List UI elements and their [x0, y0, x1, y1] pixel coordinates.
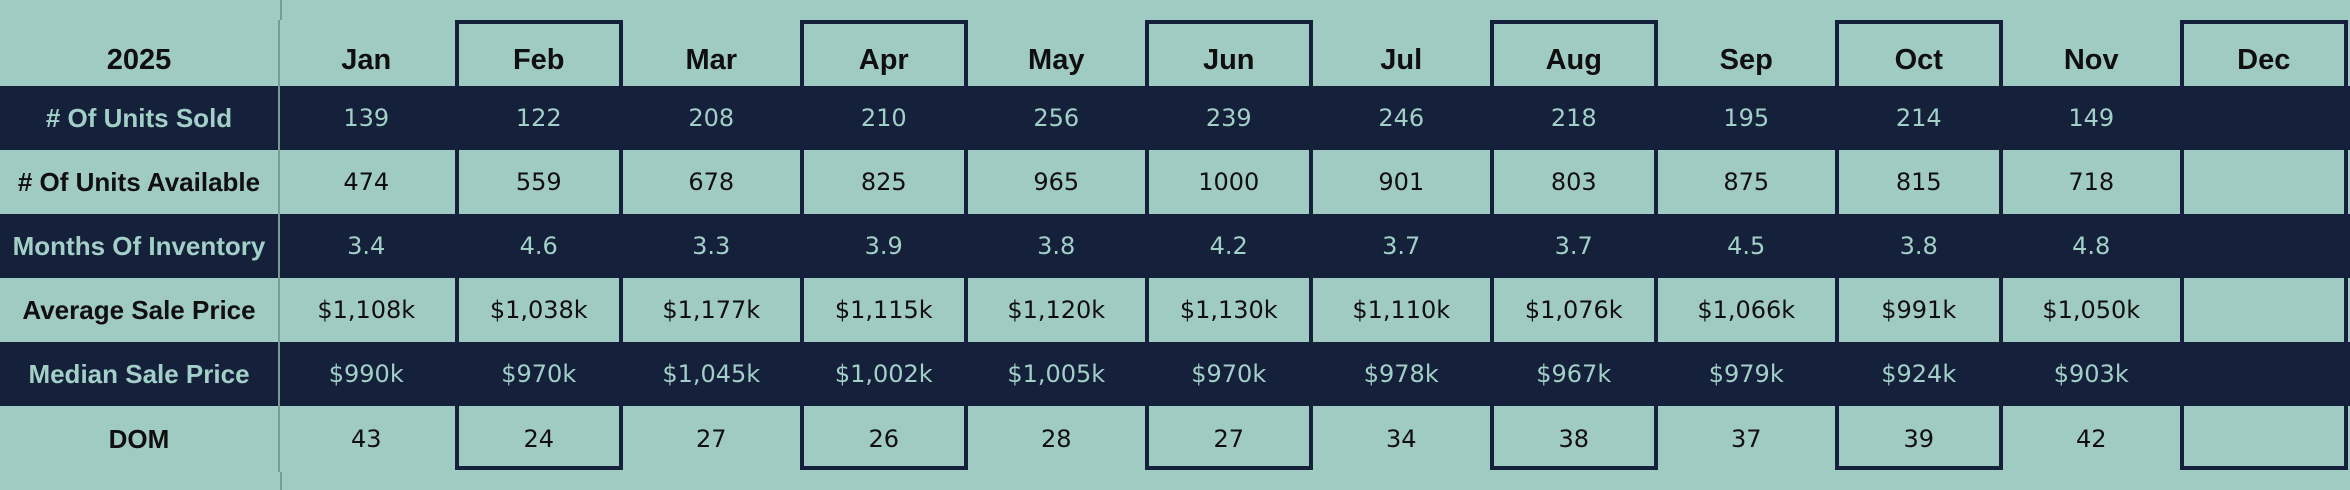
cell-jan: 474	[280, 150, 453, 214]
row-label: # Of Units Available	[0, 150, 280, 214]
month-header-sep: Sep	[1660, 20, 1833, 86]
cell-oct: $924k	[1832, 342, 2005, 406]
cell-feb: 122	[452, 86, 625, 150]
cell-mar: 208	[625, 86, 798, 150]
cell-apr: $1,115k	[797, 278, 970, 342]
cell-jan: $990k	[280, 342, 453, 406]
cell-aug: 3.7	[1487, 214, 1660, 278]
cell-may: 965	[970, 150, 1143, 214]
month-header-feb: Feb	[452, 20, 625, 86]
cell-dec	[2177, 86, 2350, 150]
cell-apr: 3.9	[797, 214, 970, 278]
year-header: 2025	[0, 20, 280, 86]
cell-dec	[2177, 278, 2350, 342]
cell-sep: $979k	[1660, 342, 1833, 406]
row-label: Average Sale Price	[0, 278, 280, 342]
cell-dec	[2177, 406, 2350, 472]
row-label: # Of Units Sold	[0, 86, 280, 150]
cell-jun: 1000	[1142, 150, 1315, 214]
cell-jul: 246	[1315, 86, 1488, 150]
cell-dec	[2177, 150, 2350, 214]
stats-grid: 2025 Jan Feb Mar Apr May Jun Jul Aug Sep…	[0, 20, 2350, 472]
row-label: Months Of Inventory	[0, 214, 280, 278]
cell-mar: 3.3	[625, 214, 798, 278]
cell-feb: 4.6	[452, 214, 625, 278]
cell-oct: 3.8	[1832, 214, 2005, 278]
month-header-may: May	[970, 20, 1143, 86]
cell-aug: 218	[1487, 86, 1660, 150]
month-header-aug: Aug	[1487, 20, 1660, 86]
cell-feb: $1,038k	[452, 278, 625, 342]
cell-jun: $970k	[1142, 342, 1315, 406]
cell-jun: 4.2	[1142, 214, 1315, 278]
cell-mar: $1,177k	[625, 278, 798, 342]
cell-jul: $978k	[1315, 342, 1488, 406]
cell-apr: 26	[797, 406, 970, 472]
row-label: Median Sale Price	[0, 342, 280, 406]
cell-aug: $967k	[1487, 342, 1660, 406]
cell-sep: 4.5	[1660, 214, 1833, 278]
cell-may: 256	[970, 86, 1143, 150]
cell-jul: $1,110k	[1315, 278, 1488, 342]
cell-apr: $1,002k	[797, 342, 970, 406]
month-header-mar: Mar	[625, 20, 798, 86]
cell-may: 28	[970, 406, 1143, 472]
cell-aug: $1,076k	[1487, 278, 1660, 342]
month-header-jul: Jul	[1315, 20, 1488, 86]
cell-jun: $1,130k	[1142, 278, 1315, 342]
month-header-oct: Oct	[1832, 20, 2005, 86]
cell-oct: 39	[1832, 406, 2005, 472]
cell-mar: 678	[625, 150, 798, 214]
row-label: DOM	[0, 406, 280, 472]
month-header-dec: Dec	[2177, 20, 2350, 86]
cell-aug: 803	[1487, 150, 1660, 214]
cell-jul: 901	[1315, 150, 1488, 214]
cell-sep: 875	[1660, 150, 1833, 214]
cell-apr: 210	[797, 86, 970, 150]
cell-oct: 815	[1832, 150, 2005, 214]
cell-sep: $1,066k	[1660, 278, 1833, 342]
cell-jan: 3.4	[280, 214, 453, 278]
cell-jul: 3.7	[1315, 214, 1488, 278]
cell-feb: $970k	[452, 342, 625, 406]
month-header-apr: Apr	[797, 20, 970, 86]
cell-jun: 27	[1142, 406, 1315, 472]
cell-dec	[2177, 214, 2350, 278]
cell-dec	[2177, 342, 2350, 406]
cell-may: $1,120k	[970, 278, 1143, 342]
cell-nov: $1,050k	[2005, 278, 2178, 342]
cell-nov: 42	[2005, 406, 2178, 472]
cell-sep: 195	[1660, 86, 1833, 150]
month-header-jan: Jan	[280, 20, 453, 86]
cell-jun: 239	[1142, 86, 1315, 150]
cell-sep: 37	[1660, 406, 1833, 472]
cell-nov: 718	[2005, 150, 2178, 214]
cell-nov: $903k	[2005, 342, 2178, 406]
cell-nov: 149	[2005, 86, 2178, 150]
cell-apr: 825	[797, 150, 970, 214]
month-header-jun: Jun	[1142, 20, 1315, 86]
cell-may: $1,005k	[970, 342, 1143, 406]
cell-jan: 139	[280, 86, 453, 150]
cell-nov: 4.8	[2005, 214, 2178, 278]
cell-oct: $991k	[1832, 278, 2005, 342]
cell-feb: 24	[452, 406, 625, 472]
cell-aug: 38	[1487, 406, 1660, 472]
cell-feb: 559	[452, 150, 625, 214]
cell-jul: 34	[1315, 406, 1488, 472]
cell-jan: 43	[280, 406, 453, 472]
month-header-nov: Nov	[2005, 20, 2178, 86]
cell-jan: $1,108k	[280, 278, 453, 342]
cell-mar: $1,045k	[625, 342, 798, 406]
cell-may: 3.8	[970, 214, 1143, 278]
cell-mar: 27	[625, 406, 798, 472]
cell-oct: 214	[1832, 86, 2005, 150]
